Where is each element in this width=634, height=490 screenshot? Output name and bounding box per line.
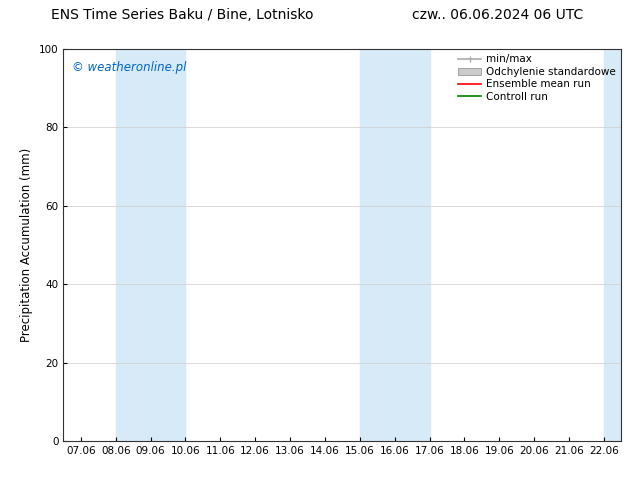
Legend: min/max, Odchylenie standardowe, Ensemble mean run, Controll run: min/max, Odchylenie standardowe, Ensembl… [456,52,618,104]
Y-axis label: Precipitation Accumulation (mm): Precipitation Accumulation (mm) [20,148,34,342]
Bar [604,49,621,441]
Bar [360,49,430,441]
Text: ENS Time Series Baku / Bine, Lotnisko: ENS Time Series Baku / Bine, Lotnisko [51,8,313,22]
Text: czw.. 06.06.2024 06 UTC: czw.. 06.06.2024 06 UTC [412,8,583,22]
Bar [116,49,185,441]
Text: © weatheronline.pl: © weatheronline.pl [72,61,186,74]
